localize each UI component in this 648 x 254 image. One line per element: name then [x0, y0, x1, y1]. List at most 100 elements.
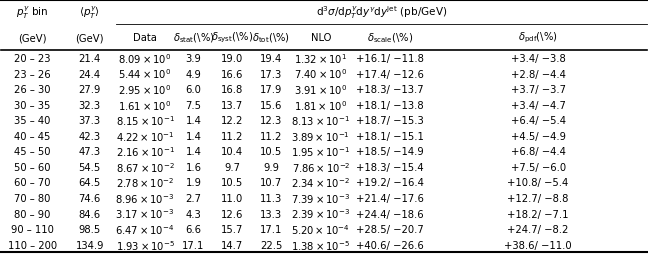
Text: $\delta_{\rm stat}$(\%): $\delta_{\rm stat}$(\%): [172, 31, 214, 45]
Text: 4.9: 4.9: [185, 69, 202, 79]
Text: +16.1/ −11.8: +16.1/ −11.8: [356, 54, 424, 64]
Text: 1.4: 1.4: [185, 131, 202, 141]
Text: $1.61 \times 10^{0}$: $1.61 \times 10^{0}$: [119, 98, 172, 112]
Text: 11.2: 11.2: [260, 131, 283, 141]
Text: +19.2/ −16.4: +19.2/ −16.4: [356, 178, 424, 188]
Text: $7.39 \times 10^{-3}$: $7.39 \times 10^{-3}$: [292, 191, 351, 205]
Text: 110 – 200: 110 – 200: [8, 240, 57, 250]
Text: $3.89 \times 10^{-1}$: $3.89 \times 10^{-1}$: [292, 129, 351, 143]
Text: $\delta_{\rm tot}$(\%): $\delta_{\rm tot}$(\%): [252, 31, 290, 45]
Text: NLO: NLO: [310, 33, 331, 43]
Text: 13.7: 13.7: [221, 100, 244, 110]
Text: 42.3: 42.3: [78, 131, 101, 141]
Text: +28.5/ −20.7: +28.5/ −20.7: [356, 224, 424, 234]
Text: $1.32 \times 10^{1}$: $1.32 \times 10^{1}$: [294, 52, 347, 66]
Text: +18.7/ −15.3: +18.7/ −15.3: [356, 116, 424, 126]
Text: $3.91 \times 10^{0}$: $3.91 \times 10^{0}$: [294, 83, 347, 97]
Text: +3.7/ −3.7: +3.7/ −3.7: [511, 85, 566, 95]
Text: +12.7/ −8.8: +12.7/ −8.8: [507, 193, 569, 203]
Text: 19.0: 19.0: [221, 54, 244, 64]
Text: +18.5/ −14.9: +18.5/ −14.9: [356, 147, 424, 157]
Text: 37.3: 37.3: [78, 116, 101, 126]
Text: 16.8: 16.8: [221, 85, 244, 95]
Text: +24.4/ −18.6: +24.4/ −18.6: [356, 209, 424, 219]
Text: 10.5: 10.5: [260, 147, 283, 157]
Text: $2.78 \times 10^{-2}$: $2.78 \times 10^{-2}$: [116, 176, 174, 189]
Text: +3.4/ −3.8: +3.4/ −3.8: [511, 54, 566, 64]
Text: +6.8/ −4.4: +6.8/ −4.4: [511, 147, 566, 157]
Text: $1.81 \times 10^{0}$: $1.81 \times 10^{0}$: [294, 98, 347, 112]
Text: +40.6/ −26.6: +40.6/ −26.6: [356, 240, 424, 250]
Text: $7.86 \times 10^{-2}$: $7.86 \times 10^{-2}$: [292, 160, 350, 174]
Text: +38.6/ −11.0: +38.6/ −11.0: [504, 240, 572, 250]
Text: (GeV): (GeV): [18, 33, 47, 43]
Text: 11.0: 11.0: [221, 193, 244, 203]
Text: 74.6: 74.6: [78, 193, 101, 203]
Text: 11.2: 11.2: [221, 131, 244, 141]
Text: 7.5: 7.5: [185, 100, 202, 110]
Text: 60 – 70: 60 – 70: [14, 178, 51, 188]
Text: $6.47 \times 10^{-4}$: $6.47 \times 10^{-4}$: [115, 222, 175, 236]
Text: +17.4/ −12.6: +17.4/ −12.6: [356, 69, 424, 79]
Text: 2.7: 2.7: [185, 193, 202, 203]
Text: 30 – 35: 30 – 35: [14, 100, 51, 110]
Text: $2.34 \times 10^{-2}$: $2.34 \times 10^{-2}$: [292, 176, 351, 189]
Text: 14.7: 14.7: [221, 240, 244, 250]
Text: 27.9: 27.9: [78, 85, 101, 95]
Text: 1.4: 1.4: [185, 116, 202, 126]
Text: $\delta_{\rm pdf}$(\%): $\delta_{\rm pdf}$(\%): [518, 31, 558, 45]
Text: 15.7: 15.7: [221, 224, 244, 234]
Text: 134.9: 134.9: [76, 240, 104, 250]
Text: +18.3/ −15.4: +18.3/ −15.4: [356, 162, 424, 172]
Text: $8.96 \times 10^{-3}$: $8.96 \times 10^{-3}$: [115, 191, 174, 205]
Text: $8.15 \times 10^{-1}$: $8.15 \times 10^{-1}$: [115, 114, 174, 128]
Text: $3.17 \times 10^{-3}$: $3.17 \times 10^{-3}$: [115, 207, 174, 220]
Text: 12.2: 12.2: [221, 116, 244, 126]
Text: $2.39 \times 10^{-3}$: $2.39 \times 10^{-3}$: [292, 207, 351, 220]
Text: 22.5: 22.5: [260, 240, 283, 250]
Text: $8.67 \times 10^{-2}$: $8.67 \times 10^{-2}$: [115, 160, 174, 174]
Text: $7.40 \times 10^{0}$: $7.40 \times 10^{0}$: [294, 67, 347, 81]
Text: $8.09 \times 10^{0}$: $8.09 \times 10^{0}$: [119, 52, 172, 66]
Text: d$^3\sigma$/d$p_T^\gamma$d$y^\gamma$d$y^{\rm jet}$ (pb/GeV): d$^3\sigma$/d$p_T^\gamma$d$y^\gamma$d$y^…: [316, 4, 447, 21]
Text: +6.4/ −5.4: +6.4/ −5.4: [511, 116, 566, 126]
Text: (GeV): (GeV): [76, 33, 104, 43]
Text: +18.1/ −13.8: +18.1/ −13.8: [356, 100, 424, 110]
Text: +2.8/ −4.4: +2.8/ −4.4: [511, 69, 566, 79]
Text: 47.3: 47.3: [78, 147, 101, 157]
Text: +18.2/ −7.1: +18.2/ −7.1: [507, 209, 569, 219]
Text: $4.22 \times 10^{-1}$: $4.22 \times 10^{-1}$: [116, 129, 174, 143]
Text: 12.6: 12.6: [221, 209, 244, 219]
Text: 10.5: 10.5: [221, 178, 244, 188]
Text: 4.3: 4.3: [186, 209, 202, 219]
Text: 84.6: 84.6: [78, 209, 101, 219]
Text: 3.9: 3.9: [185, 54, 202, 64]
Text: $1.95 \times 10^{-1}$: $1.95 \times 10^{-1}$: [292, 145, 351, 158]
Text: 6.0: 6.0: [185, 85, 202, 95]
Text: 11.3: 11.3: [260, 193, 283, 203]
Text: 17.1: 17.1: [260, 224, 283, 234]
Text: $\langle p_T^\gamma \rangle$: $\langle p_T^\gamma \rangle$: [79, 5, 100, 21]
Text: +4.5/ −4.9: +4.5/ −4.9: [511, 131, 566, 141]
Text: 24.4: 24.4: [78, 69, 101, 79]
Text: 80 – 90: 80 – 90: [14, 209, 51, 219]
Text: 90 – 110: 90 – 110: [11, 224, 54, 234]
Text: 70 – 80: 70 – 80: [14, 193, 51, 203]
Text: 10.7: 10.7: [260, 178, 283, 188]
Text: +21.4/ −17.6: +21.4/ −17.6: [356, 193, 424, 203]
Text: 21.4: 21.4: [78, 54, 101, 64]
Text: $2.95 \times 10^{0}$: $2.95 \times 10^{0}$: [119, 83, 172, 97]
Text: 32.3: 32.3: [78, 100, 101, 110]
Text: 64.5: 64.5: [78, 178, 101, 188]
Text: 98.5: 98.5: [78, 224, 101, 234]
Text: 10.4: 10.4: [221, 147, 244, 157]
Text: 19.4: 19.4: [260, 54, 283, 64]
Text: $1.38 \times 10^{-5}$: $1.38 \times 10^{-5}$: [292, 238, 351, 251]
Text: 9.9: 9.9: [263, 162, 279, 172]
Text: $\delta_{\rm scale}$(\%): $\delta_{\rm scale}$(\%): [367, 31, 413, 45]
Text: Data: Data: [133, 33, 157, 43]
Text: +18.1/ −15.1: +18.1/ −15.1: [356, 131, 424, 141]
Text: $8.13 \times 10^{-1}$: $8.13 \times 10^{-1}$: [292, 114, 351, 128]
Text: 17.9: 17.9: [260, 85, 283, 95]
Text: 12.3: 12.3: [260, 116, 283, 126]
